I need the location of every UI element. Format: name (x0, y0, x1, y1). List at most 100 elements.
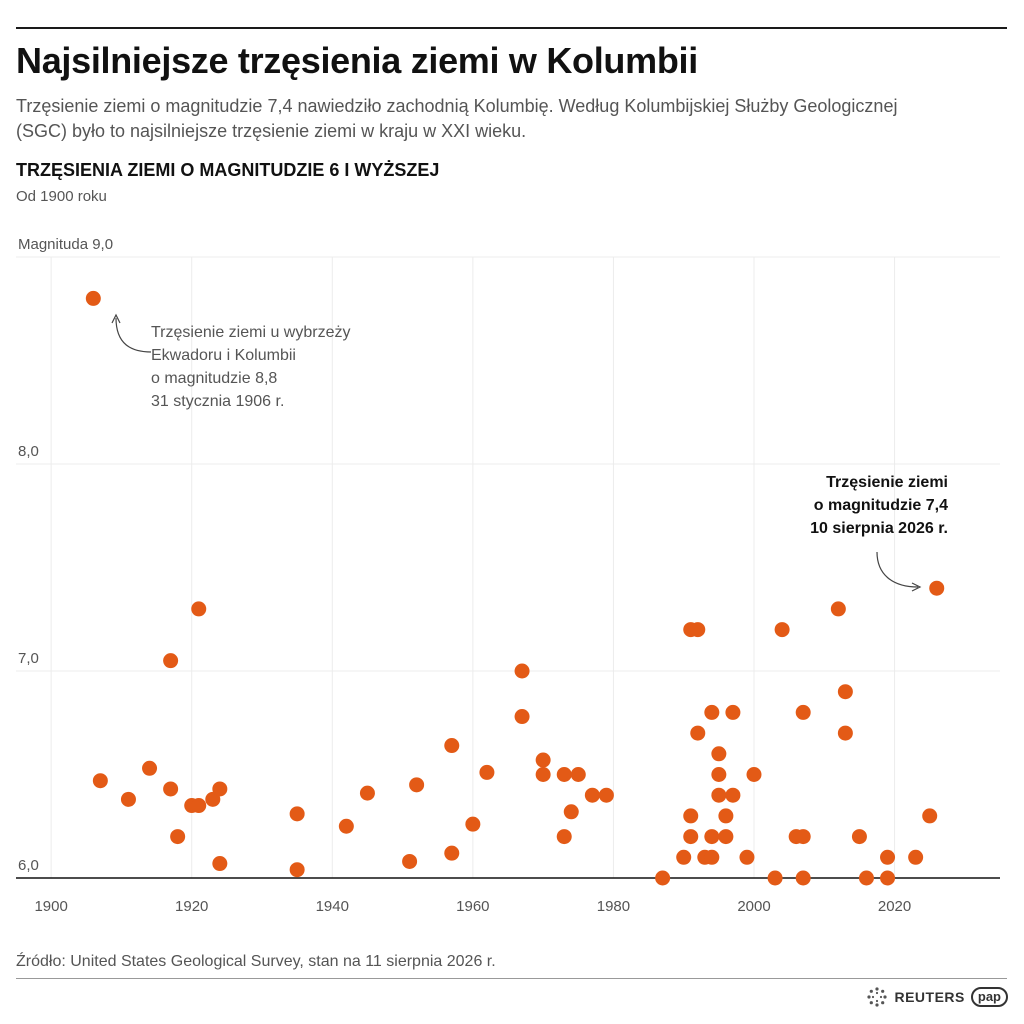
data-point (402, 853, 418, 869)
data-point (514, 709, 530, 725)
scatter-chart: 6,0 7,0 8,0 Magnituda 9,0 1900 1920 1940 1960 19… (16, 236, 1000, 915)
y-tick-label: 6,0 (18, 857, 39, 874)
data-point (683, 808, 699, 824)
data-point (922, 808, 938, 824)
data-point (795, 829, 811, 845)
data-point (683, 829, 699, 845)
data-point (880, 870, 896, 886)
x-tick-label: 1940 (316, 898, 349, 915)
data-point (85, 290, 101, 306)
data-point (191, 601, 207, 617)
annotation-text-line: o magnitudzie 7,4 (814, 497, 948, 514)
data-point (444, 738, 460, 754)
data-point (570, 767, 586, 782)
chart-section-title: TRZĘSIENIA ZIEMI O MAGNITUDZIE 6 I WYŻSZ… (16, 160, 440, 180)
data-point (444, 845, 460, 861)
data-point (191, 798, 207, 814)
annotation-text-line: Ekwadoru i Kolumbii (151, 347, 296, 364)
data-point (830, 601, 846, 617)
pap-logo: pap (970, 987, 1008, 1007)
x-tick-label: 2020 (878, 898, 911, 915)
y-tick-label: 8,0 (18, 443, 39, 460)
data-point (929, 580, 945, 596)
data-point (746, 767, 762, 782)
data-point (690, 622, 706, 638)
data-point (142, 760, 158, 776)
y-tick-label: Magnituda 9,0 (18, 236, 113, 253)
x-tick-label: 1900 (34, 898, 67, 915)
data-point (795, 870, 811, 886)
reuters-logo-icon (867, 987, 888, 1007)
annotation-text-line: Trzęsienie ziemi u wybrzeży (151, 324, 350, 341)
data-point (676, 849, 692, 865)
page-subtitle: Trzęsienie ziemi o magnitudzie 7,4 nawie… (16, 96, 898, 141)
data-point (212, 781, 228, 797)
data-point (170, 829, 186, 845)
chart-annotations: Trzęsienie ziemi u wybrzeży Ekwadoru i Ko… (111, 313, 948, 592)
data-point (774, 622, 790, 638)
data-point (289, 862, 305, 878)
annotation-leader-line (115, 317, 152, 353)
data-point (359, 785, 375, 801)
data-point (212, 856, 228, 872)
annotation-text-line: o magnitudzie 8,8 (151, 370, 277, 387)
annotation-text-line: Trzęsienie ziemi (826, 474, 948, 491)
data-point (725, 787, 741, 803)
data-point (725, 704, 741, 720)
data-point (655, 870, 671, 886)
data-point (718, 829, 734, 845)
x-tick-label: 2000 (737, 898, 770, 915)
top-rule (16, 27, 1007, 29)
data-point (514, 663, 530, 679)
data-point (556, 767, 572, 782)
data-point (690, 725, 706, 741)
chart-grid (16, 256, 1000, 879)
data-point (739, 849, 755, 865)
data-point (338, 818, 354, 834)
data-point (851, 829, 867, 845)
data-point (767, 870, 783, 886)
data-point (880, 849, 896, 865)
data-point (795, 704, 811, 720)
data-point (837, 684, 853, 700)
x-tick-label: 1980 (597, 898, 630, 915)
data-point (718, 808, 734, 824)
annotation-leader-line (876, 551, 919, 588)
credits: REUTERS pap (866, 986, 1008, 1008)
data-point (908, 849, 924, 865)
y-tick-label: 7,0 (18, 650, 39, 667)
reuters-logo-text: REUTERS (894, 989, 965, 1005)
data-point (556, 829, 572, 845)
source-note: Źródło: United States Geological Survey,… (16, 953, 496, 970)
page-title: Najsilniejsze trzęsienia ziemi w Kolumbi… (16, 40, 698, 81)
annotation-text-line: 10 sierpnia 2026 r. (810, 520, 948, 537)
chart-period-note: Od 1900 roku (16, 188, 107, 205)
data-point (92, 773, 108, 789)
data-point (704, 829, 720, 845)
x-tick-label: 1920 (175, 898, 208, 915)
annotation-text-line: 31 stycznia 1906 r. (151, 393, 284, 410)
data-point (563, 804, 579, 820)
data-point (465, 816, 481, 832)
data-point (704, 704, 720, 720)
data-point (120, 791, 136, 807)
annotation-arrowhead-icon (111, 313, 121, 324)
bottom-rule (16, 978, 1007, 979)
data-point (163, 653, 179, 669)
data-point (163, 781, 179, 797)
data-point (704, 849, 720, 865)
data-point (584, 787, 600, 803)
annotation-arrowhead-icon (911, 582, 922, 592)
x-tick-label: 1960 (456, 898, 489, 915)
data-point (535, 752, 551, 768)
data-point (289, 806, 305, 822)
data-point (711, 787, 727, 803)
data-point (409, 777, 425, 793)
data-point (535, 767, 551, 782)
data-point (711, 767, 727, 782)
chart-points (85, 290, 945, 886)
data-point (479, 764, 495, 780)
data-point (837, 725, 853, 741)
chart-tick-labels: 6,0 7,0 8,0 Magnituda 9,0 1900 1920 1940 1960 19… (18, 236, 911, 915)
data-point (858, 870, 874, 886)
